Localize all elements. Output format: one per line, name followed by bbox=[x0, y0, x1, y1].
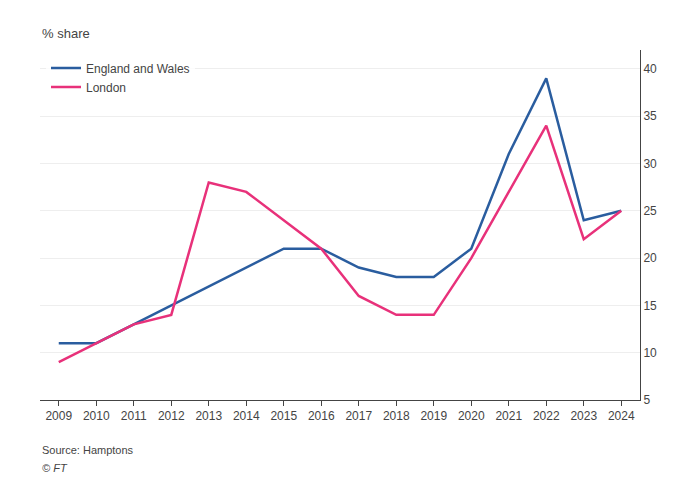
svg-text:London: London bbox=[86, 81, 126, 95]
svg-text:40: 40 bbox=[643, 62, 657, 76]
svg-text:10: 10 bbox=[643, 346, 657, 360]
svg-text:2019: 2019 bbox=[420, 409, 447, 423]
svg-text:2020: 2020 bbox=[458, 409, 485, 423]
svg-text:2022: 2022 bbox=[533, 409, 560, 423]
svg-text:5: 5 bbox=[643, 393, 650, 407]
svg-text:% share: % share bbox=[42, 26, 90, 41]
svg-text:2013: 2013 bbox=[195, 409, 222, 423]
svg-text:Source: Hamptons: Source: Hamptons bbox=[42, 444, 134, 456]
svg-text:20: 20 bbox=[643, 251, 657, 265]
svg-text:25: 25 bbox=[643, 204, 657, 218]
svg-text:2015: 2015 bbox=[270, 409, 297, 423]
svg-text:30: 30 bbox=[643, 157, 657, 171]
svg-text:2021: 2021 bbox=[495, 409, 522, 423]
svg-text:35: 35 bbox=[643, 109, 657, 123]
svg-text:2010: 2010 bbox=[83, 409, 110, 423]
svg-text:2012: 2012 bbox=[158, 409, 185, 423]
svg-text:2017: 2017 bbox=[345, 409, 372, 423]
svg-text:15: 15 bbox=[643, 299, 657, 313]
svg-text:2023: 2023 bbox=[570, 409, 597, 423]
svg-text:2016: 2016 bbox=[308, 409, 335, 423]
svg-text:2018: 2018 bbox=[383, 409, 410, 423]
svg-text:2009: 2009 bbox=[45, 409, 72, 423]
svg-text:England and Wales: England and Wales bbox=[86, 62, 190, 76]
svg-text:2014: 2014 bbox=[233, 409, 260, 423]
svg-text:2011: 2011 bbox=[121, 409, 147, 423]
svg-text:2024: 2024 bbox=[608, 409, 635, 423]
svg-text:© FT: © FT bbox=[42, 462, 68, 474]
